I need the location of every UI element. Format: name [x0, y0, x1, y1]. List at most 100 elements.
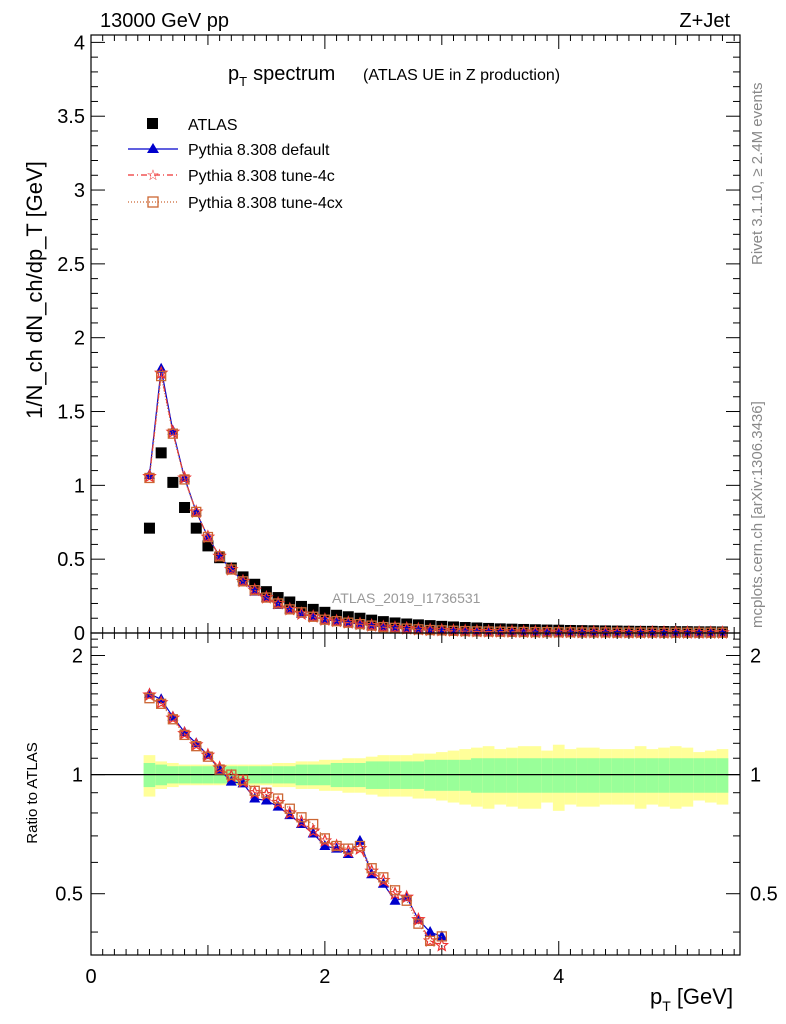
data-point [226, 769, 237, 780]
band-inner-bin [529, 758, 542, 793]
legend-marker-default [147, 143, 159, 153]
legend-label-tune4cx: Pythia 8.308 tune-4cx [188, 195, 343, 212]
ratio-y-tick-label-right: 1 [750, 765, 761, 787]
data-point [389, 622, 401, 633]
data-point [155, 447, 167, 459]
data-point [319, 614, 331, 625]
data-point [319, 840, 331, 851]
data-point [424, 935, 436, 947]
band-inner-bin [681, 758, 694, 793]
band-inner-bin [435, 759, 448, 791]
ratio-panel: 0 2 4 0.5 0.5 1 1 2 2 [55, 632, 778, 988]
data-point [434, 937, 450, 952]
series-line [148, 375, 723, 634]
header-right: Z+Jet [679, 10, 730, 32]
legend-marker-tune4cx [147, 196, 159, 208]
x-tick-label: 0 [85, 966, 96, 988]
data-point [378, 621, 389, 633]
legend: ATLAS Pythia 8.308 default ☆ Pythia 8.30… [128, 117, 343, 212]
data-point [260, 794, 272, 805]
data-point [179, 729, 190, 741]
band-inner-bin [494, 758, 507, 793]
band-inner-bin [506, 758, 518, 793]
data-point [143, 522, 155, 534]
band-inner-bin [587, 758, 600, 793]
xlabel-unit: [GeV] [677, 984, 733, 1009]
data-point [308, 818, 319, 830]
data-point [308, 611, 319, 622]
band-inner-bin [704, 758, 717, 793]
ratio-y-tick-label-right: 0.5 [750, 884, 778, 906]
band-inner-bin [552, 758, 565, 793]
xlabel-p: p [650, 984, 662, 1009]
data-point [144, 472, 155, 484]
y-tick-label: 1 [74, 475, 85, 497]
band-inner-bin [541, 758, 553, 793]
band-inner-bin [459, 759, 472, 791]
data-point [366, 863, 377, 874]
band-inner-bin [482, 758, 495, 793]
data-point [249, 792, 261, 803]
ratio-y-tick-label: 1 [72, 765, 83, 787]
data-point [214, 551, 225, 562]
band-inner-bin [564, 758, 577, 793]
x-axis-label: pT [GeV] [650, 984, 733, 1014]
data-point [179, 474, 190, 485]
data-point [225, 775, 237, 786]
band-inner-bin [646, 758, 659, 793]
band-inner-bin [517, 758, 530, 793]
data-point [214, 764, 225, 775]
main-title: pT spectrum [228, 63, 335, 89]
band-inner-bin [623, 758, 635, 793]
band-inner-bin [716, 758, 729, 793]
data-point [284, 803, 295, 814]
band-inner-bin [669, 758, 682, 793]
ratio-y-tick-label-right: 2 [750, 646, 761, 668]
data-point [144, 693, 155, 704]
mcplots-label: mcplots.cern.ch [arXiv:1306.3436] [749, 401, 766, 628]
xlabel-sub: T [662, 998, 671, 1014]
x-tick-label: 4 [553, 966, 564, 988]
y-tick-label: 4 [74, 32, 85, 54]
y-tick-label: 2.5 [57, 254, 85, 276]
data-point [389, 885, 401, 896]
x-tick-label: 2 [319, 966, 330, 988]
rivet-label: Rivet 3.1.10, ≥ 2.4M events [749, 83, 766, 266]
main-ylabel: 1/N_ch dN_ch/dp_T [GeV] [22, 161, 47, 419]
band-inner-bin [611, 758, 624, 793]
data-point [191, 741, 202, 752]
data-point [436, 931, 447, 942]
data-point [366, 620, 377, 631]
band-inner-bin [424, 759, 436, 791]
band-inner-bin [471, 758, 483, 793]
data-point [249, 585, 260, 596]
data-point [167, 476, 179, 488]
data-point [319, 833, 331, 844]
ratio-ylabel: Ratio to ATLAS [24, 742, 41, 843]
data-point [167, 714, 179, 725]
data-point [156, 370, 167, 382]
legend-label-default: Pythia 8.308 default [188, 142, 330, 159]
title-word: spectrum [253, 63, 335, 85]
band-inner-bin [599, 758, 612, 793]
y-tick-label: 1.5 [57, 402, 85, 424]
data-point [296, 812, 307, 823]
data-point [343, 843, 354, 854]
data-point [411, 911, 426, 926]
header-left: 13000 GeV pp [100, 10, 229, 32]
legend-label-tune4c: Pythia 8.308 tune-4c [188, 168, 335, 185]
data-point [202, 531, 214, 543]
data-point [378, 872, 389, 883]
data-point [296, 607, 307, 618]
legend-marker-tune4c: ☆ [146, 167, 159, 184]
data-point [202, 540, 214, 552]
data-point [272, 598, 284, 609]
data-point [142, 687, 157, 702]
data-point [399, 889, 414, 904]
data-point [413, 918, 424, 929]
ratio-series-line [149, 693, 443, 937]
data-point [156, 698, 167, 709]
band-inner-bin [693, 758, 705, 793]
main-subtitle: (ATLAS UE in Z production) [363, 67, 560, 84]
data-point [249, 785, 260, 796]
